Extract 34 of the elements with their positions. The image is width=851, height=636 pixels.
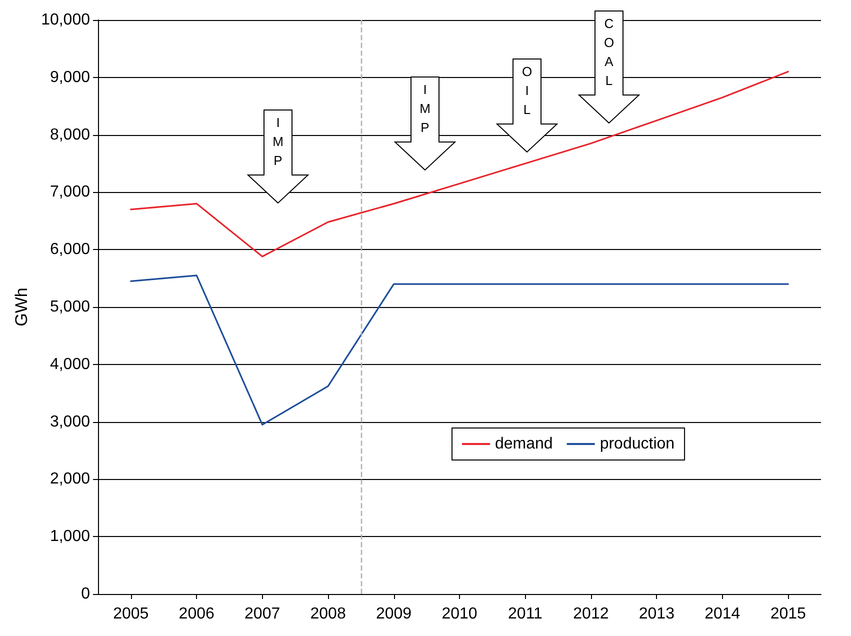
x-tick-label: 2014 <box>704 606 740 622</box>
annotation: IMP <box>272 115 284 168</box>
y-tick-label: 8,000 <box>50 126 90 144</box>
x-tick-label: 2007 <box>244 606 280 622</box>
x-tick-label: 2012 <box>573 606 609 622</box>
y-tick-label: 10,000 <box>41 12 90 28</box>
down-arrow: IMP <box>394 76 456 171</box>
x-tick-label: 2015 <box>770 606 806 622</box>
legend-label: demand <box>495 436 553 452</box>
x-tick-label: 2008 <box>310 606 346 622</box>
y-tick-label: 6,000 <box>50 241 90 258</box>
annotation: COAL <box>604 16 614 88</box>
y-tick-label: 3,000 <box>50 413 90 430</box>
down-arrow: OIL <box>496 58 558 153</box>
legend-label: production <box>600 436 675 452</box>
down-arrow: IMP <box>246 110 310 204</box>
y-tick-label: 9,000 <box>50 68 90 86</box>
line-series <box>130 274 789 426</box>
x-tick-label: 2009 <box>376 606 412 622</box>
x-tick-label: 2010 <box>442 606 478 622</box>
annotation: IMP <box>420 82 430 135</box>
x-tick-label: 2013 <box>638 606 675 622</box>
y-tick-label: 2,000 <box>50 470 90 488</box>
y-tick-label: 7,000 <box>50 184 90 201</box>
down-arrow: COAL <box>578 10 640 124</box>
y-tick-label: 1,000 <box>50 528 90 546</box>
y-tick-label: 5,000 <box>50 298 90 316</box>
x-tick-label: 2011 <box>508 606 543 622</box>
y-axis-title: GWh <box>12 288 32 326</box>
x-tick-label: 2005 <box>113 606 149 622</box>
x-tick-label: 2006 <box>178 606 214 622</box>
y-tick-label: 0 <box>81 586 90 602</box>
y-tick-label: 4,000 <box>50 356 90 373</box>
annotation: OIL <box>522 64 532 117</box>
